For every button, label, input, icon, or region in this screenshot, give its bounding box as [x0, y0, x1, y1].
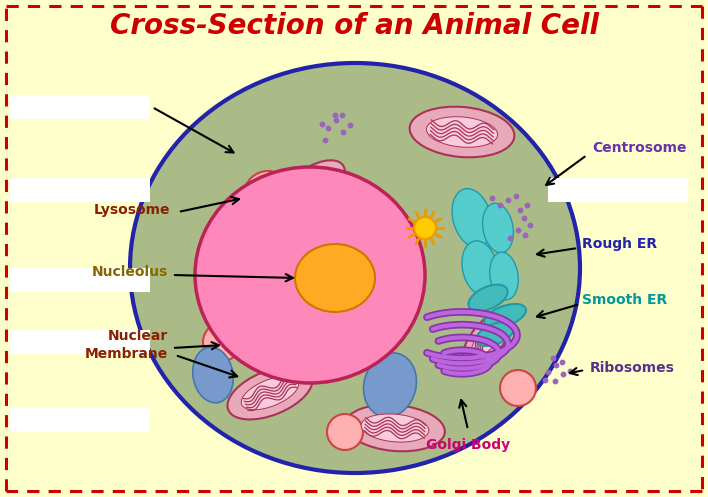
Bar [10, 95, 150, 119]
Ellipse shape [484, 304, 526, 328]
Ellipse shape [361, 414, 429, 442]
Text: Ribosomes: Ribosomes [590, 361, 675, 375]
Ellipse shape [327, 414, 363, 450]
Bar [548, 178, 688, 202]
Ellipse shape [271, 160, 345, 224]
Ellipse shape [462, 241, 498, 295]
Ellipse shape [241, 376, 299, 410]
Ellipse shape [345, 405, 445, 451]
Ellipse shape [227, 367, 312, 419]
Text: Smooth ER: Smooth ER [582, 293, 667, 307]
Ellipse shape [244, 171, 292, 219]
Ellipse shape [463, 310, 513, 366]
Ellipse shape [200, 272, 240, 312]
Bar [10, 178, 150, 202]
Text: Centrosome: Centrosome [592, 141, 687, 155]
Ellipse shape [341, 210, 395, 280]
Text: Golgi Body: Golgi Body [426, 438, 510, 452]
Ellipse shape [426, 117, 498, 147]
Text: Nucleolus: Nucleolus [92, 265, 168, 279]
Bar [10, 268, 150, 292]
Ellipse shape [410, 107, 514, 158]
Ellipse shape [469, 285, 508, 311]
Ellipse shape [483, 203, 513, 253]
Ellipse shape [472, 319, 505, 357]
Text: Nuclear
Membrane: Nuclear Membrane [85, 330, 168, 361]
Bar [10, 408, 150, 432]
Ellipse shape [203, 323, 241, 361]
Ellipse shape [295, 244, 375, 312]
Ellipse shape [414, 217, 436, 239]
Ellipse shape [490, 252, 518, 300]
Ellipse shape [476, 322, 514, 346]
Bar [10, 330, 150, 354]
Ellipse shape [195, 167, 425, 383]
Ellipse shape [193, 347, 234, 403]
Ellipse shape [452, 188, 492, 248]
Text: Cross-Section of an Animal Cell: Cross-Section of an Animal Cell [110, 12, 598, 40]
Ellipse shape [363, 353, 416, 417]
Text: Lysosome: Lysosome [93, 203, 170, 217]
Ellipse shape [283, 171, 333, 213]
Text: Rough ER: Rough ER [582, 237, 657, 251]
Ellipse shape [500, 370, 536, 406]
Ellipse shape [130, 63, 580, 473]
